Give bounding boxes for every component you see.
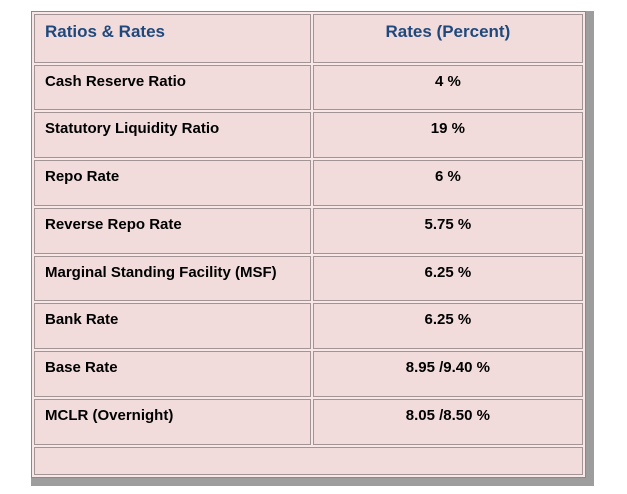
table-row: Base Rate 8.95 /9.40 % [34,351,583,397]
ratio-label-cell: Bank Rate [34,303,311,350]
column-header-rates: Rates (Percent) [312,14,583,63]
rate-value-cell: 8.05 /8.50 % [312,398,583,445]
table-row: Reverse Repo Rate 5.75 % [34,207,583,254]
empty-footer-row [34,446,583,475]
rates-table-frame: Ratios & Rates Rates (Percent) Cash Rese… [31,11,586,478]
ratio-label-cell: Cash Reserve Ratio [34,64,311,111]
rate-value-cell: 6.25 % [312,303,583,350]
column-header-ratios: Ratios & Rates [34,14,311,63]
ratio-label-cell: Marginal Standing Facility (MSF) [34,255,311,302]
ratio-label-cell: Reverse Repo Rate [34,207,311,254]
rates-table: Ratios & Rates Rates (Percent) Cash Rese… [32,12,585,477]
ratio-label-cell: Statutory Liquidity Ratio [34,112,311,159]
table-row: Cash Reserve Ratio 4 % [34,64,583,111]
table-row: Repo Rate 6 % [34,160,583,206]
rate-value-cell: 19 % [312,112,583,159]
ratio-label-cell: MCLR (Overnight) [34,398,311,445]
table-row: Marginal Standing Facility (MSF) 6.25 % [34,255,583,302]
rate-value-cell: 8.95 /9.40 % [312,351,583,397]
table-row: MCLR (Overnight) 8.05 /8.50 % [34,398,583,445]
rate-value-cell: 6 % [312,160,583,206]
empty-footer-cell [34,446,583,475]
ratio-label-cell: Base Rate [34,351,311,397]
rate-value-cell: 5.75 % [312,207,583,254]
rate-value-cell: 4 % [312,64,583,111]
table-row: Statutory Liquidity Ratio 19 % [34,112,583,159]
ratio-label-cell: Repo Rate [34,160,311,206]
rate-value-cell: 6.25 % [312,255,583,302]
header-row: Ratios & Rates Rates (Percent) [34,14,583,63]
table-row: Bank Rate 6.25 % [34,303,583,350]
